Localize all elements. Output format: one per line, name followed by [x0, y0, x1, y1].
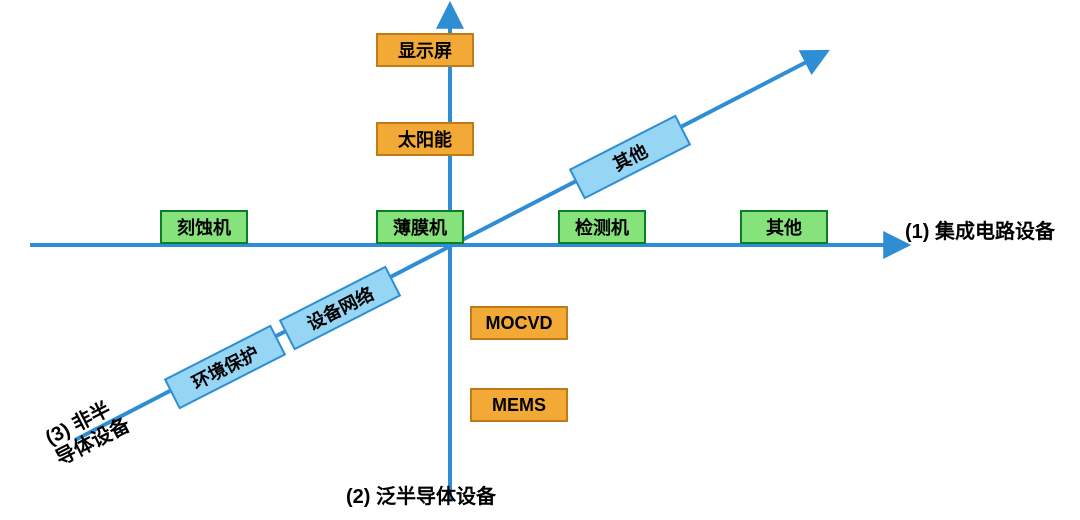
green-box-etch: 刻蚀机	[160, 210, 248, 244]
orange-box-label: MEMS	[492, 395, 546, 416]
orange-box-solar: 太阳能	[376, 122, 474, 156]
orange-box-label: MOCVD	[486, 313, 553, 334]
orange-box-label: 显示屏	[398, 37, 452, 63]
green-box-label: 其他	[766, 214, 802, 240]
diagram-stage: 刻蚀机 薄膜机 检测机 其他 显示屏 太阳能 MOCVD MEMS 其他 设备网…	[0, 0, 1080, 520]
green-box-label: 刻蚀机	[177, 214, 231, 240]
axis-label-bottom-text: (2) 泛半导体设备	[346, 486, 496, 508]
axis-label-right-text: (1) 集成电路设备	[905, 221, 1055, 243]
axis-label-bottom: (2) 泛半导体设备	[346, 480, 496, 509]
green-box-inspect: 检测机	[558, 210, 646, 244]
orange-box-label: 太阳能	[398, 126, 452, 152]
axes-svg	[0, 0, 1080, 520]
orange-box-mems: MEMS	[470, 388, 568, 422]
orange-box-mocvd: MOCVD	[470, 306, 568, 340]
orange-box-display: 显示屏	[376, 33, 474, 67]
green-box-label: 检测机	[575, 214, 629, 240]
green-box-film: 薄膜机	[376, 210, 464, 244]
green-box-other: 其他	[740, 210, 828, 244]
axis-label-right: (1) 集成电路设备	[905, 215, 1055, 244]
green-box-label: 薄膜机	[393, 214, 447, 240]
